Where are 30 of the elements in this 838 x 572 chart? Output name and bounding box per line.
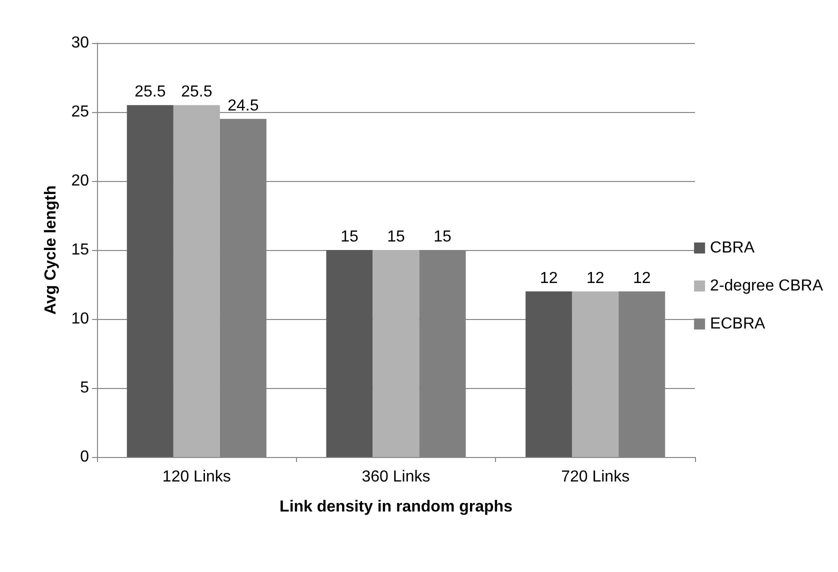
bar xyxy=(326,250,373,457)
legend-label: 2-degree CBRA xyxy=(710,278,824,294)
bar xyxy=(572,291,619,457)
bar xyxy=(173,105,220,457)
y-tick-label: 30 xyxy=(71,34,90,52)
legend-label: CBRA xyxy=(710,240,755,256)
bar xyxy=(126,105,174,457)
y-tick-label: 0 xyxy=(80,448,90,466)
x-axis-title: Link density in random graphs xyxy=(280,498,513,516)
x-tick-label: 720 Links xyxy=(561,468,630,486)
data-label: 15 xyxy=(340,228,358,246)
y-tick-label: 25 xyxy=(71,104,90,120)
data-label: 12 xyxy=(540,270,558,287)
legend-label: ECBRA xyxy=(710,316,766,332)
data-label: 24.5 xyxy=(228,97,259,114)
y-axis-title: Avg Cycle length xyxy=(42,185,60,315)
data-label: 25.5 xyxy=(181,84,212,101)
data-label: 25.5 xyxy=(134,84,166,101)
y-tick-label: 20 xyxy=(71,172,90,190)
data-label: 12 xyxy=(586,270,604,287)
bar xyxy=(526,291,572,457)
x-tick-label: 360 Links xyxy=(362,468,430,486)
data-label: 15 xyxy=(387,228,405,246)
data-label: 12 xyxy=(632,270,651,287)
y-tick-label: 5 xyxy=(80,380,90,396)
y-tick-label: 10 xyxy=(71,310,90,328)
bar xyxy=(372,250,420,457)
x-tick-label: 120 Links xyxy=(162,468,231,486)
y-tick-label: 15 xyxy=(71,242,90,258)
data-label: 15 xyxy=(434,228,452,246)
